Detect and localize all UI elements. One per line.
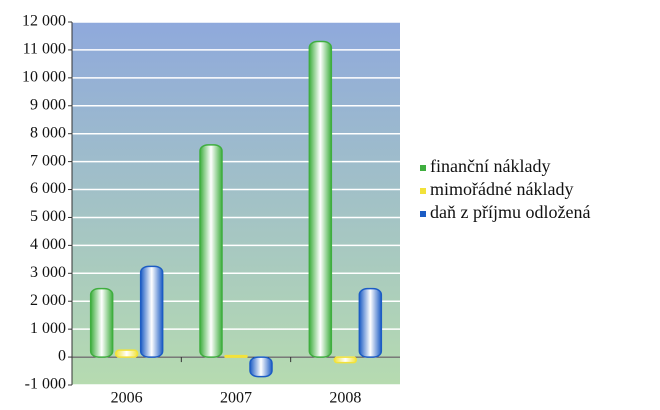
y-tick-label: 9 000 (30, 96, 66, 113)
bar (249, 356, 273, 378)
legend-label: mimořádné náklady (430, 179, 573, 199)
y-tick-label: 7 000 (30, 152, 66, 169)
y-tick-label: 6 000 (30, 180, 66, 197)
x-tick-label: 2006 (111, 390, 143, 407)
y-tick-label: 2 000 (30, 292, 66, 309)
bar (308, 40, 333, 358)
bar (333, 356, 358, 364)
y-tick-label: 10 000 (22, 69, 66, 86)
y-tick-label: 8 000 (30, 124, 66, 141)
bar (114, 349, 139, 358)
y-tick-label: 3 000 (30, 264, 66, 281)
legend-label: daň z příjmu odložená (430, 202, 590, 222)
bar (139, 265, 164, 358)
legend-label: finanční náklady (430, 156, 550, 176)
legend: finanční náklady mimořádné náklady daň z p… (420, 156, 590, 222)
y-tick-label: 11 000 (23, 41, 66, 58)
legend-marker (420, 211, 426, 217)
plot-area (72, 22, 400, 385)
bar (199, 144, 223, 358)
y-tick-label: 0 (58, 348, 66, 365)
bar (89, 287, 114, 358)
x-tick-label: 2007 (220, 390, 252, 407)
y-tick-label: 12 000 (22, 13, 66, 30)
bar (358, 287, 383, 358)
y-tick-label: 1 000 (30, 320, 66, 337)
y-tick-label: 5 000 (30, 208, 66, 225)
x-tick-label: 2008 (329, 390, 361, 407)
legend-marker (420, 188, 426, 194)
bar (224, 354, 248, 358)
legend-marker (420, 165, 426, 171)
y-tick-label: -1 000 (25, 376, 66, 393)
y-tick-label: 4 000 (30, 236, 66, 253)
